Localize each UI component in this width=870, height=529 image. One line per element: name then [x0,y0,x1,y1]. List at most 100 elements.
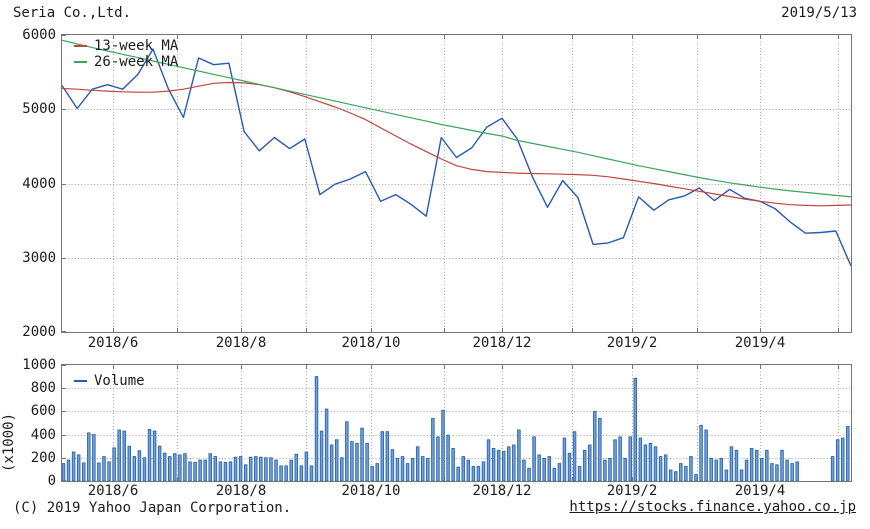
y-tick-label: 2000 [22,324,56,340]
volume-bar [512,444,516,481]
y-tick-label: 1000 [22,357,56,373]
volume-bar [699,424,703,481]
volume-bar [704,429,708,481]
volume-bar [582,449,587,481]
volume-bar [238,456,243,481]
volume-bar [218,461,223,481]
volume-bar [446,434,450,481]
volume-bar [471,466,476,481]
volume-bar [228,461,233,481]
volume-bar [400,456,405,481]
volume-bar [840,437,845,481]
volume-bar [168,456,172,481]
chart-date: 2019/5/13 [781,5,857,21]
legend-volume: Volume [74,374,145,388]
volume-bar [157,445,162,481]
volume-bar [501,450,506,481]
volume-bar [259,456,263,481]
y-tick-label: 3000 [22,249,56,266]
volume-bar [754,449,759,481]
volume-bar [749,448,754,481]
volume-bar [461,456,465,481]
volume-bar [668,469,673,481]
ma13-legend-dash [74,45,87,47]
volume-bar [830,456,835,481]
volume-bar [577,466,582,481]
x-tick-label: 2018/8 [215,483,267,499]
volume-bar [147,428,152,481]
ma13-line [62,81,851,207]
volume-bar [507,446,511,481]
volume-bar [466,459,471,481]
volume-bar [162,452,167,481]
volume-bar [426,457,430,481]
volume-bar [360,427,364,481]
volume-bar [213,456,218,481]
volume-bar [648,442,653,481]
volume-bar [334,439,339,481]
volume-bar [846,426,850,481]
volume-bar [496,449,501,481]
volume-chart-canvas [62,365,851,481]
volume-bar [835,439,840,481]
volume-bar [663,454,668,481]
legend-ma13: 13-week MA [74,39,178,53]
volume-bar [608,457,612,481]
price-chart [61,34,852,333]
x-tick-label: 2019/2 [606,335,658,351]
ma26-line [62,39,851,198]
volume-bar [97,462,101,481]
x-tick-label: 2018/12 [472,335,532,351]
volume-bar [117,429,121,481]
volume-bar [694,474,698,481]
volume-bar [198,459,202,481]
volume-bar [62,463,66,481]
ma13-legend-label: 13-week MA [94,37,179,54]
ma26-legend-label: 26-week MA [94,53,179,70]
volume-bar [421,456,425,481]
volume-bar [744,459,749,481]
volume-bar [193,461,197,481]
volume-bar [441,409,445,481]
volume-bar [87,432,91,481]
price-chart-canvas [62,35,851,332]
volume-bar [770,463,774,481]
volume-bar [279,465,283,481]
source-url-link[interactable]: https://stocks.finance.yahoo.co.jp [569,499,856,515]
volume-bar [294,453,299,481]
volume-bar [304,451,309,481]
volume-legend-label: Volume [94,372,145,389]
volume-bar [765,449,769,481]
volume-bar [785,459,789,481]
volume-bar [527,467,531,481]
volume-bar [208,453,212,481]
y-tick-label: 800 [30,380,56,397]
y-tick-label: 6000 [22,27,56,43]
x-tick-label: 2018/6 [87,335,139,351]
volume-bar [188,461,192,481]
volume-bar [122,430,126,481]
volume-bar [562,437,567,481]
volume-bar [486,439,491,481]
volume-bar [476,466,481,481]
volume-bar [355,442,359,481]
volume-bar [314,376,319,481]
volume-bar [233,456,238,481]
volume-bar [410,457,415,481]
x-tick-label: 2019/4 [734,335,786,351]
volume-bar [264,457,268,481]
copyright-text: (C) 2019 Yahoo Japan Corporation. [13,500,292,516]
volume-bar [137,450,142,481]
volume-bar [623,457,627,481]
volume-bar [350,441,354,481]
volume-bar [319,430,324,481]
volume-chart [61,364,852,482]
volume-bar [775,464,779,481]
volume-legend-dash [74,380,87,382]
volume-bar [183,453,187,481]
volume-bar [81,462,86,481]
volume-bar [112,447,116,481]
volume-bar [451,448,455,481]
x-tick-label: 2019/2 [606,483,658,499]
x-tick-label: 2018/12 [472,483,532,499]
